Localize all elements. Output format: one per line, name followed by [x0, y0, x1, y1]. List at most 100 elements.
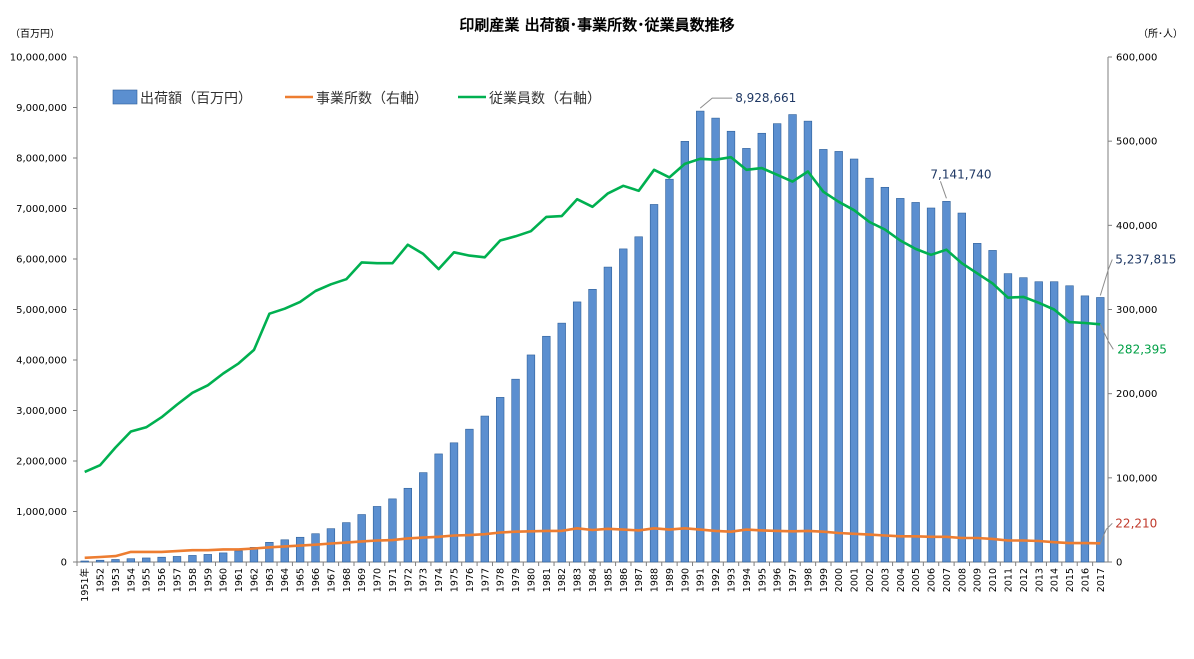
leader-peak	[699, 97, 733, 109]
bar-shipment	[157, 556, 166, 563]
x-tick-label: 2004	[896, 568, 907, 592]
x-tick-label: 2001	[850, 568, 861, 592]
data-labels: 8,928,661 7,141,740 5,237,815 282,395 22,210	[699, 91, 1176, 544]
bar-shipment	[942, 201, 951, 563]
x-tick-label: 1994	[742, 568, 753, 592]
right-tick-label: 200,000	[1116, 389, 1157, 400]
x-tick-label: 1973	[419, 568, 430, 592]
x-tick-label: 1965	[296, 568, 307, 592]
left-tick-label: 4,000,000	[16, 356, 67, 367]
x-tick-label: 1959	[203, 568, 214, 592]
bar-shipment	[988, 250, 997, 563]
x-tick-label: 1984	[588, 568, 599, 592]
bar-shipment	[1065, 285, 1074, 563]
bar-shipment	[388, 498, 397, 563]
line-employees	[84, 155, 1101, 474]
x-tick-label: 1968	[342, 568, 353, 592]
bar-shipment	[142, 557, 151, 563]
bar-shipment	[403, 487, 412, 563]
x-tick-label: 1976	[465, 568, 476, 592]
x-tick-label: 1957	[173, 568, 184, 592]
line-establishments	[84, 526, 1101, 560]
x-tick-label: 1962	[249, 568, 260, 592]
legend-swatch-shipment	[112, 89, 138, 105]
bar-shipment	[1019, 277, 1028, 563]
bar-shipment	[1096, 297, 1105, 563]
x-tick-label: 2017	[1096, 568, 1107, 592]
x-tick-label: 1998	[803, 568, 814, 592]
x-tick-label: 1977	[480, 568, 491, 592]
x-tick-label: 1956	[157, 568, 168, 592]
left-tick-label: 0	[61, 558, 67, 569]
x-tick-label: 1988	[650, 568, 661, 592]
bar-shipment	[696, 110, 705, 563]
right-tick-label: 300,000	[1116, 305, 1157, 316]
bar-shipment	[219, 552, 228, 563]
right-tick-label: 100,000	[1116, 473, 1157, 484]
bar-shipment	[926, 207, 936, 563]
x-tick-label: 1999	[819, 568, 830, 592]
bar-shipment	[634, 236, 643, 563]
x-tick-label: 2009	[973, 568, 984, 592]
bar-shipment	[649, 204, 659, 563]
bar-shipment	[757, 132, 766, 563]
x-tick-label: 2007	[942, 568, 953, 592]
x-tick-label: 2013	[1034, 568, 1045, 592]
x-tick-label: 1991	[696, 568, 707, 592]
bar-shipment	[973, 243, 982, 563]
x-tick-label: 1975	[450, 568, 461, 592]
leader-2017-shipment	[1099, 259, 1113, 296]
leader-2017-establishments	[1099, 522, 1113, 544]
left-tick-label: 6,000,000	[16, 255, 67, 266]
bar-shipment	[773, 123, 782, 563]
x-tick-label: 1992	[711, 568, 722, 592]
x-tick-label: 1961	[234, 568, 245, 592]
tick-labels: 0 1,000,000 2,000,000 3,000,000 4,000,000 5,0…	[10, 53, 1158, 602]
legend-label-shipment: 出荷額（百万円）	[140, 91, 252, 107]
x-tick-label: 1952	[96, 568, 107, 592]
x-tick-label: 2000	[834, 568, 845, 592]
bar-shipment	[95, 559, 105, 563]
label-2017-shipment: 5,237,815	[1115, 252, 1176, 266]
bar-shipment	[711, 117, 720, 563]
x-tick-label: 1993	[726, 568, 737, 592]
x-tick-label: 1985	[603, 568, 614, 592]
bar-shipment	[788, 114, 797, 563]
x-tick-label: 1971	[388, 568, 399, 592]
legend: 出荷額（百万円） 事業所数（右軸） 従業員数（右軸）	[112, 89, 601, 107]
label-2017-employees: 282,395	[1117, 342, 1167, 356]
bar-shipment	[265, 542, 274, 563]
x-tick-label: 2015	[1065, 568, 1076, 592]
bar-shipment	[526, 354, 536, 563]
bar-shipment	[280, 539, 289, 563]
bar-shipment	[295, 536, 305, 563]
x-tick-label: 2014	[1050, 568, 1061, 592]
x-tick-label: 1997	[788, 568, 799, 592]
x-tick-label: 1960	[219, 568, 230, 592]
bar-shipment	[372, 506, 382, 563]
label-2017-establishments: 22,210	[1115, 516, 1157, 530]
bar-shipment	[742, 148, 751, 563]
bar-shipment	[234, 550, 243, 563]
bar-shipment	[911, 202, 920, 563]
x-tick-label: 1978	[496, 568, 507, 592]
bar-shipment	[665, 178, 674, 563]
x-tick-label: 1981	[542, 568, 553, 592]
left-tick-label: 7,000,000	[16, 204, 67, 215]
legend-label-establishments: 事業所数（右軸）	[316, 91, 428, 107]
bar-shipment	[357, 514, 366, 563]
bar-shipment	[188, 555, 197, 563]
left-tick-label: 9,000,000	[16, 103, 67, 114]
left-tick-label: 10,000,000	[10, 53, 67, 64]
bar-shipment	[557, 322, 566, 563]
x-tick-label: 2006	[927, 568, 938, 592]
right-tick-label: 400,000	[1116, 221, 1157, 232]
bar-shipment	[126, 558, 136, 563]
bar-shipment	[172, 556, 182, 563]
bar-shipment	[1034, 281, 1043, 563]
bar-shipment	[819, 149, 828, 563]
x-tick-label: 2010	[988, 568, 999, 592]
line-series	[84, 155, 1101, 560]
x-tick-label: 1974	[434, 568, 445, 592]
left-tick-label: 2,000,000	[16, 457, 67, 468]
